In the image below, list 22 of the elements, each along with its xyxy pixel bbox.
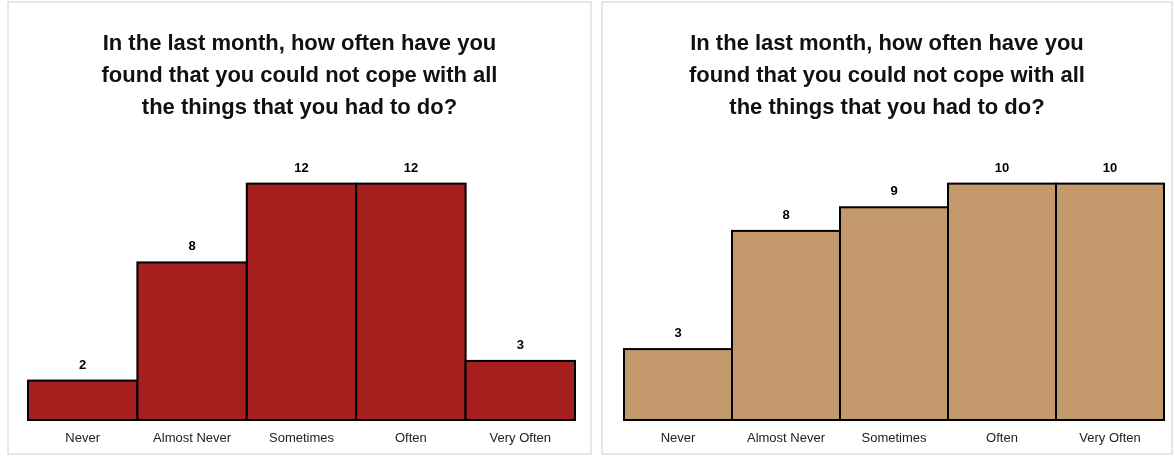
x-tick-label: Very Often — [1079, 430, 1141, 446]
x-tick-label: Almost Never — [153, 430, 232, 446]
data-label: 12 — [403, 159, 419, 175]
x-tick-label: Sometimes — [268, 430, 335, 446]
data-label: 3 — [516, 336, 524, 352]
data-label: 12 — [294, 159, 309, 175]
chart-title: In the last month, how often have you found that you could not cope with all the things that you had to do? — [689, 30, 1085, 119]
x-tick-label: Very Often — [489, 430, 552, 446]
x-tick-label: Never — [65, 430, 101, 446]
x-tick-label: Sometimes — [861, 430, 927, 446]
x-tick-label: Often — [986, 430, 1018, 446]
data-label: 3 — [674, 325, 682, 341]
data-label: 8 — [782, 206, 790, 222]
data-label: 2 — [79, 356, 87, 372]
chart-title: In the last month, how often have you found that you could not cope with all the things that you had to do? — [101, 30, 498, 119]
x-tick-label: Almost Never — [746, 430, 826, 446]
x-tick-label: Never — [660, 430, 696, 446]
data-label: 10 — [994, 159, 1010, 175]
data-label: 9 — [890, 183, 898, 199]
data-label: 8 — [188, 238, 196, 254]
x-tick-label: Often — [395, 430, 427, 446]
data-label: 10 — [1102, 159, 1118, 175]
